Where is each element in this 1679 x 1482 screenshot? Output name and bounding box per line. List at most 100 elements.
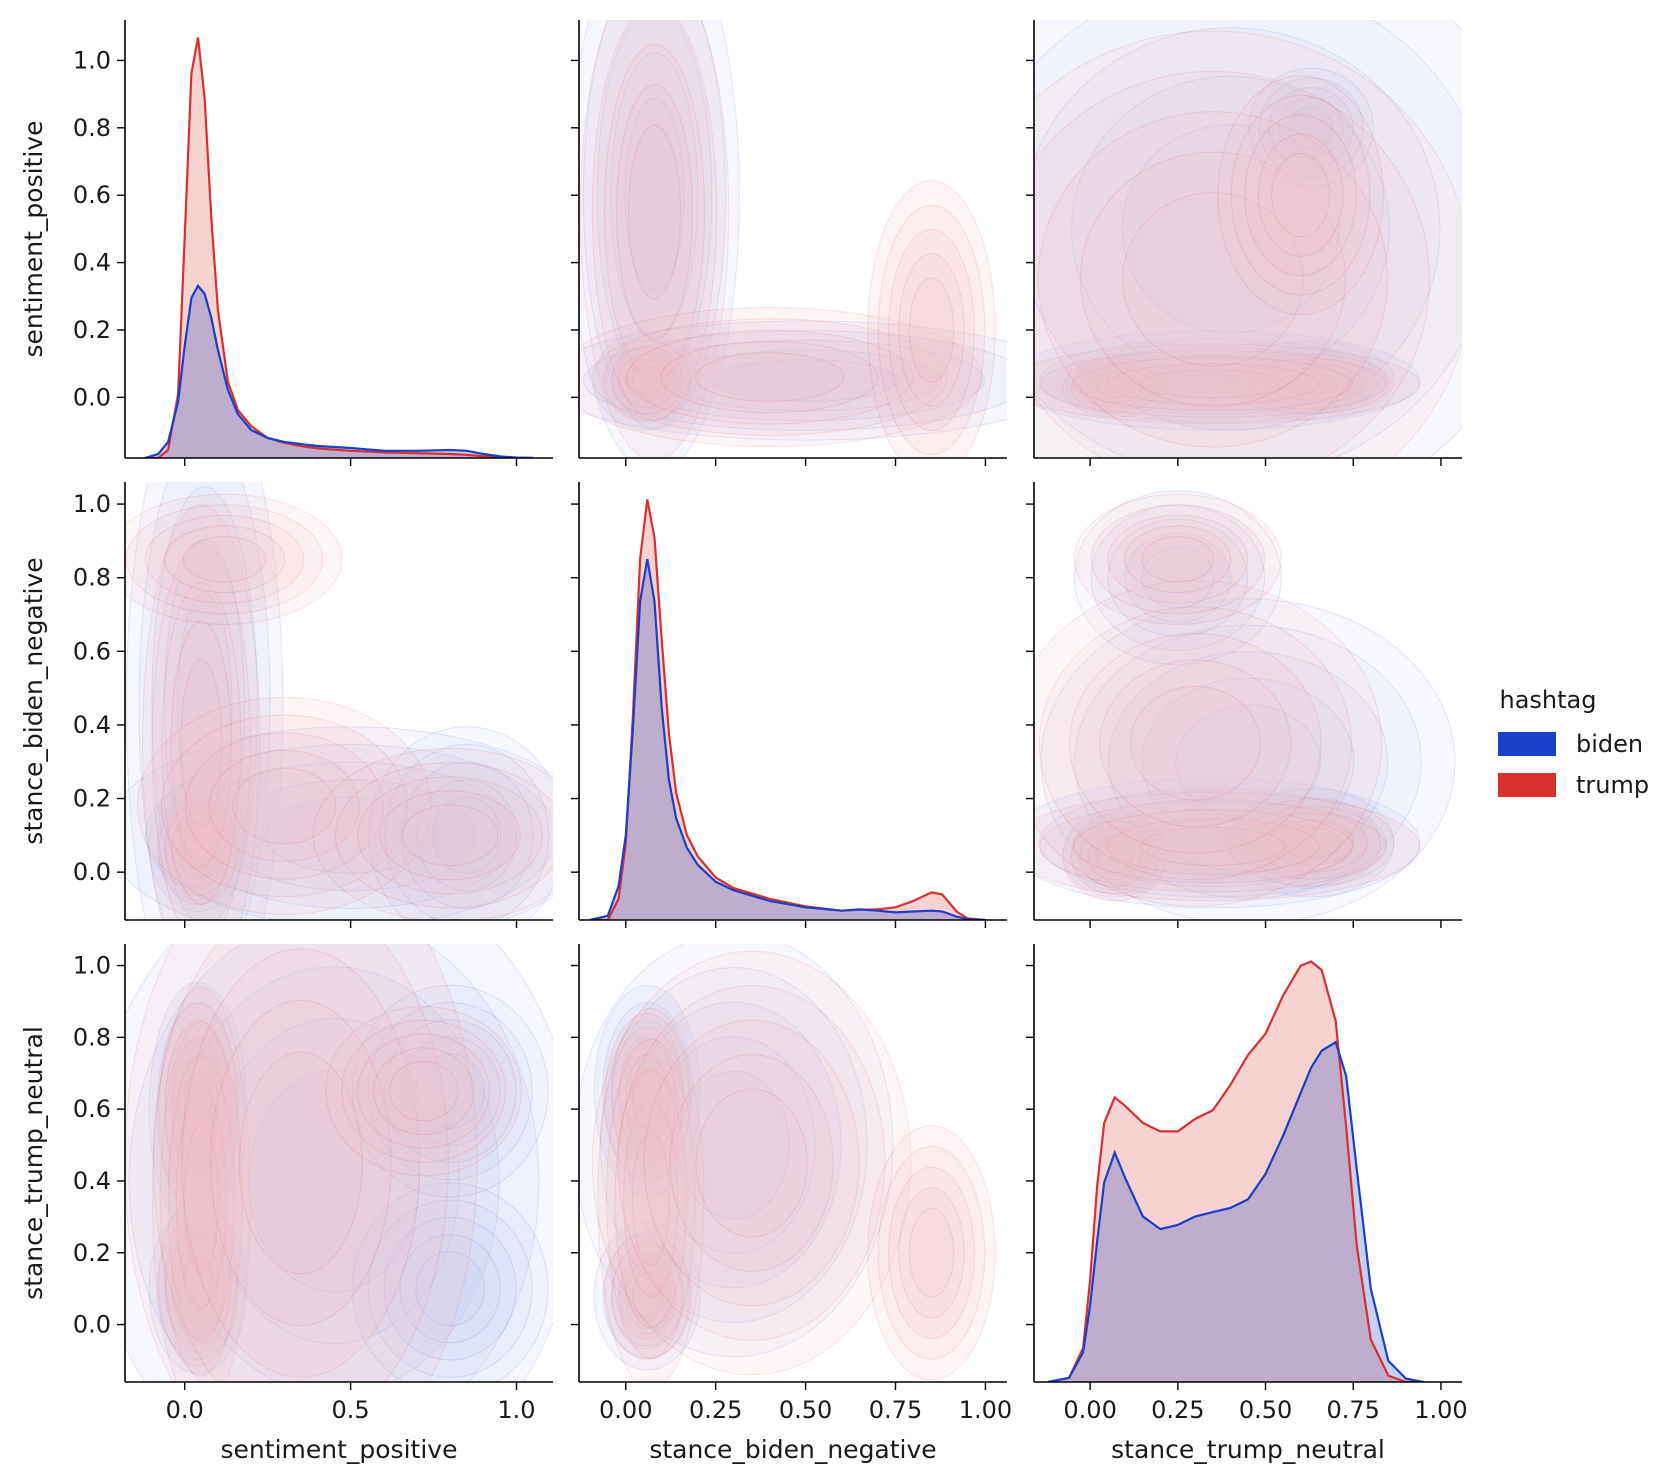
kde-contour-trump	[180, 659, 223, 828]
kde-contour-biden	[619, 1036, 675, 1146]
kde-contour-biden	[611, 1019, 684, 1164]
kde-contour-biden	[712, 359, 899, 402]
kde-contour-trump	[160, 714, 408, 898]
kde-line-biden	[144, 283, 534, 458]
kde-contour-trump	[1140, 369, 1286, 399]
panel-stance_biden_negative-vs-stance_biden_negative	[571, 482, 1007, 928]
kde-contour-biden	[596, 20, 713, 384]
kde-contour-biden	[582, 20, 727, 429]
kde-contour-trump	[1072, 809, 1354, 884]
kde-contour-biden	[383, 1216, 517, 1361]
kde-contour-biden	[579, 944, 894, 1358]
kde-contour-trump	[1268, 820, 1354, 866]
y-tick-label: 0.6	[73, 181, 111, 209]
panel-sentiment_positive-vs-sentiment_positive: 0.0 0.2 0.4 0.6 0.8 1.0 sentiment_positive	[19, 20, 553, 466]
kde-contour-biden	[1085, 368, 1151, 400]
kde-line-trump	[144, 37, 534, 458]
kde-contour-biden	[1241, 346, 1381, 415]
kde-contour-biden	[628, 1053, 667, 1129]
kde-contour-biden	[145, 743, 553, 920]
x-tick-label: 0.0	[166, 1396, 204, 1424]
kde-contour-trump	[238, 1051, 363, 1275]
kde-contour-trump	[183, 1251, 213, 1312]
kde-contour-biden	[1107, 651, 1389, 873]
kde-contour-biden	[1281, 823, 1341, 863]
kde-contour-trump	[632, 1068, 663, 1129]
kde-line-biden	[1047, 1040, 1424, 1382]
panel-stance_biden_negative-vs-sentiment_positive: 0.0 0.2 0.4 0.6 0.8 1.0 stance_biden_negative	[19, 482, 553, 928]
kde-contour-biden	[669, 349, 942, 412]
kde-contour-trump	[1034, 70, 1430, 458]
legend: hashtag biden trump	[1498, 686, 1649, 799]
kde-contour-biden	[1096, 373, 1141, 395]
kde-contour-trump	[1080, 151, 1346, 408]
kde-contour-trump	[643, 1019, 860, 1307]
kde-contour-trump	[1254, 812, 1368, 873]
kde-fill-trump	[1048, 961, 1424, 1382]
panel-stance_trump_neutral-vs-sentiment_positive: 0.0 0.5 1.0 0.0 0.2 0.4 0.6 0.8 1.0 sentiment_pos…	[19, 944, 553, 1464]
kde-contour-trump	[632, 366, 663, 395]
kde-contour-biden	[579, 320, 1007, 441]
plot-area	[579, 20, 1007, 458]
kde-contour-biden	[185, 761, 517, 909]
y-tick-label: 0.4	[73, 711, 111, 739]
x-tick-label: 0.00	[599, 1396, 652, 1424]
kde-contour-biden	[1034, 330, 1421, 431]
kde-contour-trump	[164, 804, 232, 897]
y-tick-label: 0.8	[73, 1023, 111, 1051]
plot-area	[144, 37, 534, 458]
kde-contour-trump	[1062, 813, 1167, 902]
kde-contour-trump	[183, 1071, 213, 1147]
kde-contour-trump	[1124, 525, 1232, 594]
kde-contour-trump	[617, 985, 886, 1341]
kde-contour-trump	[1073, 493, 1282, 625]
kde-contour-trump	[1096, 841, 1134, 874]
kde-contour-biden	[625, 1001, 842, 1289]
kde-contour-trump	[632, 1273, 663, 1319]
kde-contour-biden	[151, 486, 258, 920]
kde-contour-biden	[156, 1217, 240, 1361]
kde-contour-trump	[618, 1252, 677, 1340]
kde-contour-biden	[1254, 353, 1368, 408]
kde-contour-trump	[341, 1019, 507, 1163]
kde-contour-biden	[593, 330, 701, 431]
kde-contour-biden	[1175, 704, 1321, 820]
kde-contour-trump	[695, 352, 845, 402]
kde-contour-biden	[432, 796, 502, 874]
kde-contour-biden	[1124, 532, 1232, 623]
kde-contour-trump	[628, 124, 681, 300]
kde-contour-trump	[1034, 791, 1421, 902]
kde-contour-trump	[611, 346, 684, 415]
kde-contour-biden	[1141, 546, 1215, 609]
x-tick-label: 1.00	[959, 1396, 1012, 1424]
kde-contour-trump	[1251, 363, 1364, 405]
kde-contour-biden	[1268, 359, 1354, 402]
kde-contour-biden	[125, 944, 553, 1382]
kde-contour-trump	[177, 821, 219, 879]
kde-contour-trump	[626, 329, 914, 425]
kde-contour-biden	[1072, 346, 1354, 415]
kde-contour-trump	[184, 732, 384, 880]
kde-contour-biden	[1070, 816, 1159, 891]
kde-line-trump	[589, 499, 986, 920]
y-tick-label: 0.2	[73, 1239, 111, 1267]
kde-contour-trump	[164, 1210, 232, 1353]
y-tick-label: 0.0	[73, 1311, 111, 1339]
kde-contour-trump	[171, 813, 225, 888]
kde-contour-biden	[415, 1053, 485, 1129]
kde-contour-trump	[1271, 153, 1330, 238]
kde-contour-trump	[660, 341, 879, 414]
legend-title: hashtag	[1500, 686, 1597, 714]
kde-contour-biden	[593, 1221, 701, 1371]
kde-contour-trump	[1034, 30, 1462, 458]
kde-contour-trump	[1122, 192, 1304, 367]
kde-contour-trump	[877, 1145, 986, 1360]
y-axis-label: stance_trump_neutral	[19, 1026, 48, 1300]
kde-contour-biden	[619, 354, 675, 407]
kde-contour-biden	[1075, 363, 1161, 405]
legend-label-biden: biden	[1576, 730, 1643, 758]
kde-contour-biden	[367, 1199, 533, 1378]
kde-contour-trump	[334, 762, 553, 909]
kde-contour-trump	[210, 999, 392, 1327]
kde-contour-biden	[1258, 77, 1364, 179]
